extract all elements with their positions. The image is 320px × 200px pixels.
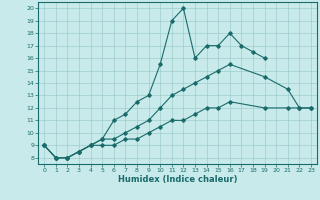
X-axis label: Humidex (Indice chaleur): Humidex (Indice chaleur)	[118, 175, 237, 184]
